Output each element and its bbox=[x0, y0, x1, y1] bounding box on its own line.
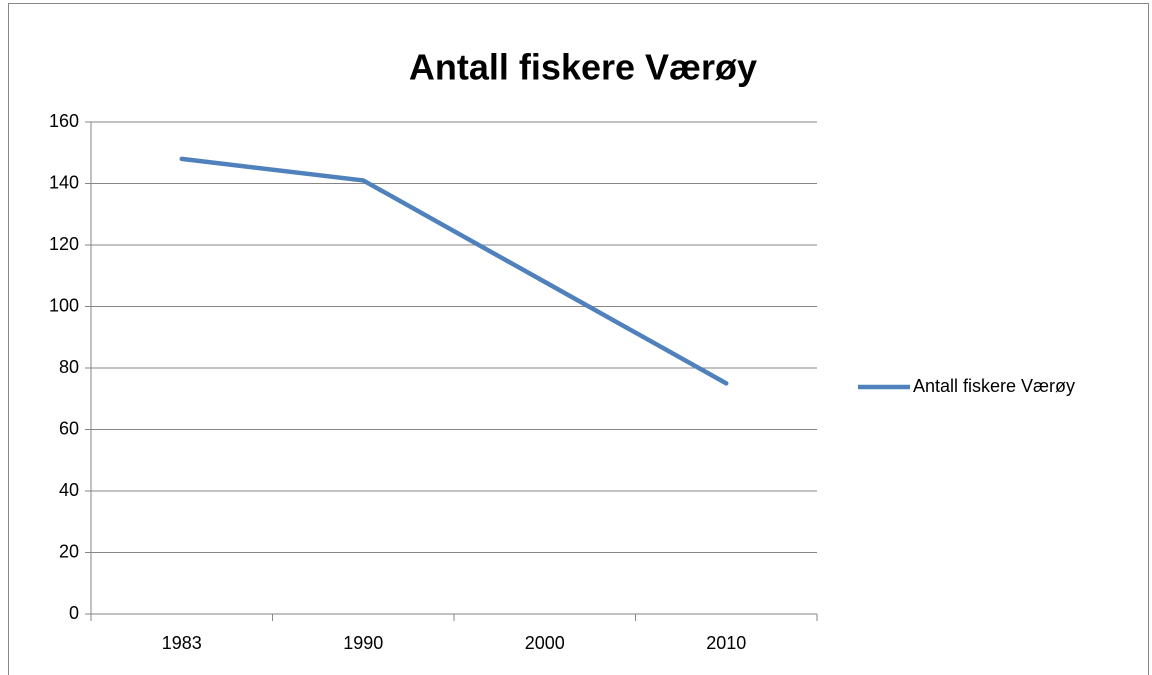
x-tick-label: 1983 bbox=[162, 633, 202, 653]
x-tick-label: 1990 bbox=[343, 633, 383, 653]
x-tick-label: 2010 bbox=[706, 633, 746, 653]
chart-border bbox=[8, 3, 1149, 675]
y-tick-label: 160 bbox=[49, 111, 79, 131]
y-tick-label: 20 bbox=[59, 541, 79, 561]
y-tick-label: 60 bbox=[59, 418, 79, 438]
chart-title: Antall fiskere Værøy bbox=[409, 47, 757, 88]
y-tick-label: 0 bbox=[69, 603, 79, 623]
y-tick-label: 100 bbox=[49, 295, 79, 315]
x-tick-label: 2000 bbox=[525, 633, 565, 653]
y-tick-label: 80 bbox=[59, 357, 79, 377]
y-tick-label: 40 bbox=[59, 480, 79, 500]
y-tick-label: 120 bbox=[49, 234, 79, 254]
y-tick-label: 140 bbox=[49, 172, 79, 192]
line-series bbox=[179, 156, 729, 386]
legend-label: Antall fiskere Værøy bbox=[913, 376, 1075, 396]
